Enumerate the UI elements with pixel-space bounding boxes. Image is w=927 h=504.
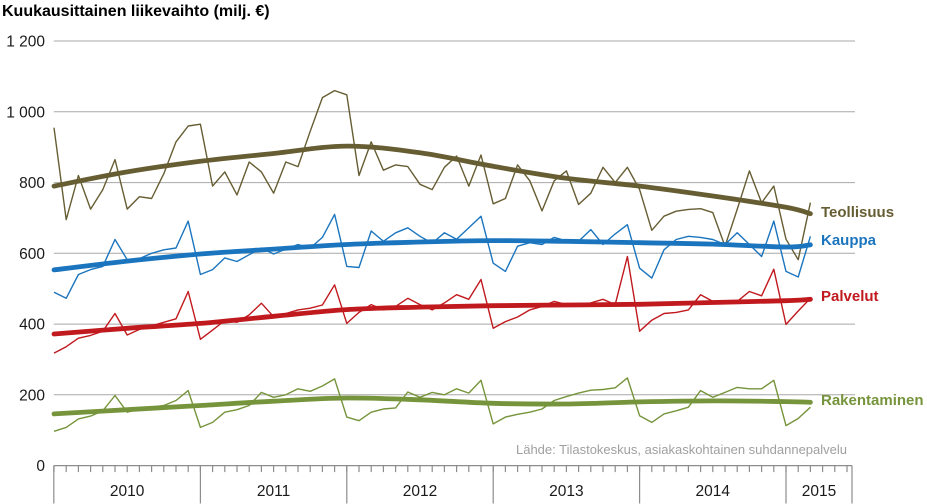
legend-label-rakentaminen: Rakentaminen — [821, 392, 924, 409]
legend-label-palvelut: Palvelut — [821, 288, 879, 305]
series-palvelut-trend-line — [51, 296, 813, 337]
year-label-2013: 2013 — [549, 483, 583, 500]
chart-title: Kuukausittainen liikevaihto (milj. €) — [2, 3, 270, 20]
source-note: Lähde: Tilastokeskus, asiakaskohtainen s… — [515, 442, 847, 457]
y-tick-label-800: 800 — [19, 175, 45, 192]
series-rakentaminen-monthly-line — [53, 377, 811, 432]
y-tick-label-200: 200 — [19, 387, 45, 404]
series-teollisuus-monthly-line — [53, 89, 812, 261]
year-label-2014: 2014 — [696, 483, 731, 500]
y-tick-label-1200: 1 200 — [6, 34, 45, 51]
y-tick-label-400: 400 — [19, 317, 45, 334]
legend-label-kauppa: Kauppa — [821, 232, 877, 249]
y-tick-label-0: 0 — [36, 458, 45, 475]
series-kauppa-trend-line — [51, 238, 813, 273]
y-tick-label-1000: 1 000 — [6, 104, 45, 121]
year-label-2015: 2015 — [802, 483, 836, 500]
year-labels: 2010 2011 2012 2013 2014 2015 — [110, 483, 836, 500]
legend-label-teollisuus: Teollisuus — [821, 204, 895, 221]
series-palvelut-monthly-line — [53, 255, 811, 354]
y-tick-label-600: 600 — [19, 246, 45, 263]
gridlines — [53, 40, 855, 396]
y-axis-labels: 1 200 1 000 800 600 400 200 0 — [6, 34, 45, 476]
year-label-2011: 2011 — [257, 483, 290, 500]
year-label-2010: 2010 — [110, 483, 145, 500]
series-rakentaminen-trend-line — [51, 395, 813, 417]
series-teollisuus-trend-line — [51, 143, 813, 217]
x-axis — [53, 465, 853, 504]
year-label-2012: 2012 — [403, 483, 437, 500]
